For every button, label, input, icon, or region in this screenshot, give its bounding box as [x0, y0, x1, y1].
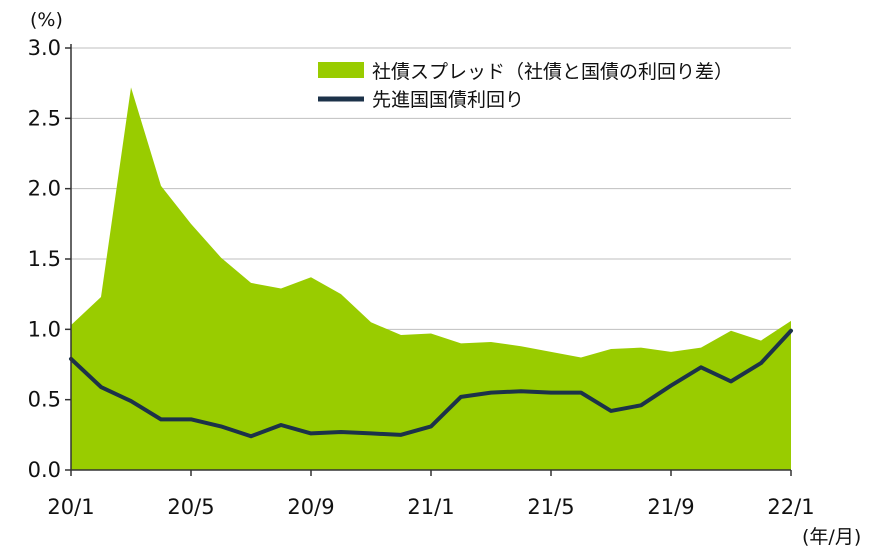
x-axis-unit-label: (年/月) [802, 526, 861, 548]
legend-label-spread: 社債スプレッド（社債と国債の利回り差） [372, 61, 733, 83]
x-tick-label: 21/9 [647, 495, 694, 519]
series-line-yield [69, 328, 793, 439]
y-tick-label: 3.0 [28, 36, 61, 60]
y-tick-label: 0.5 [28, 388, 61, 412]
x-tick-label: 20/1 [47, 495, 94, 519]
x-tick-label: 20/5 [167, 495, 214, 519]
y-tick-label: 2.0 [28, 177, 61, 201]
x-tick-label: 21/5 [527, 495, 574, 519]
legend-label-yield: 先進国国債利回り [372, 89, 524, 111]
y-tick-label: 0.0 [28, 458, 61, 482]
x-tick-labels: 20/1 20/5 20/9 21/1 21/5 21/9 22/1 [47, 495, 814, 519]
y-tick-labels: 0.0 0.5 1.0 1.5 2.0 2.5 3.0 [28, 36, 61, 482]
y-tick-label: 2.5 [28, 106, 61, 130]
y-tick-label: 1.5 [28, 247, 61, 271]
x-tick-label: 21/1 [407, 495, 454, 519]
axes [65, 44, 792, 476]
y-axis-unit-label: (%) [30, 9, 63, 31]
legend-swatch-spread [318, 62, 364, 78]
series-area-spread [71, 87, 791, 470]
legend: 社債スプレッド（社債と国債の利回り差） 先進国国債利回り [318, 61, 733, 111]
x-tick-label: 20/9 [287, 495, 334, 519]
x-tick-label: 22/1 [767, 495, 814, 519]
y-tick-label: 1.0 [28, 317, 61, 341]
